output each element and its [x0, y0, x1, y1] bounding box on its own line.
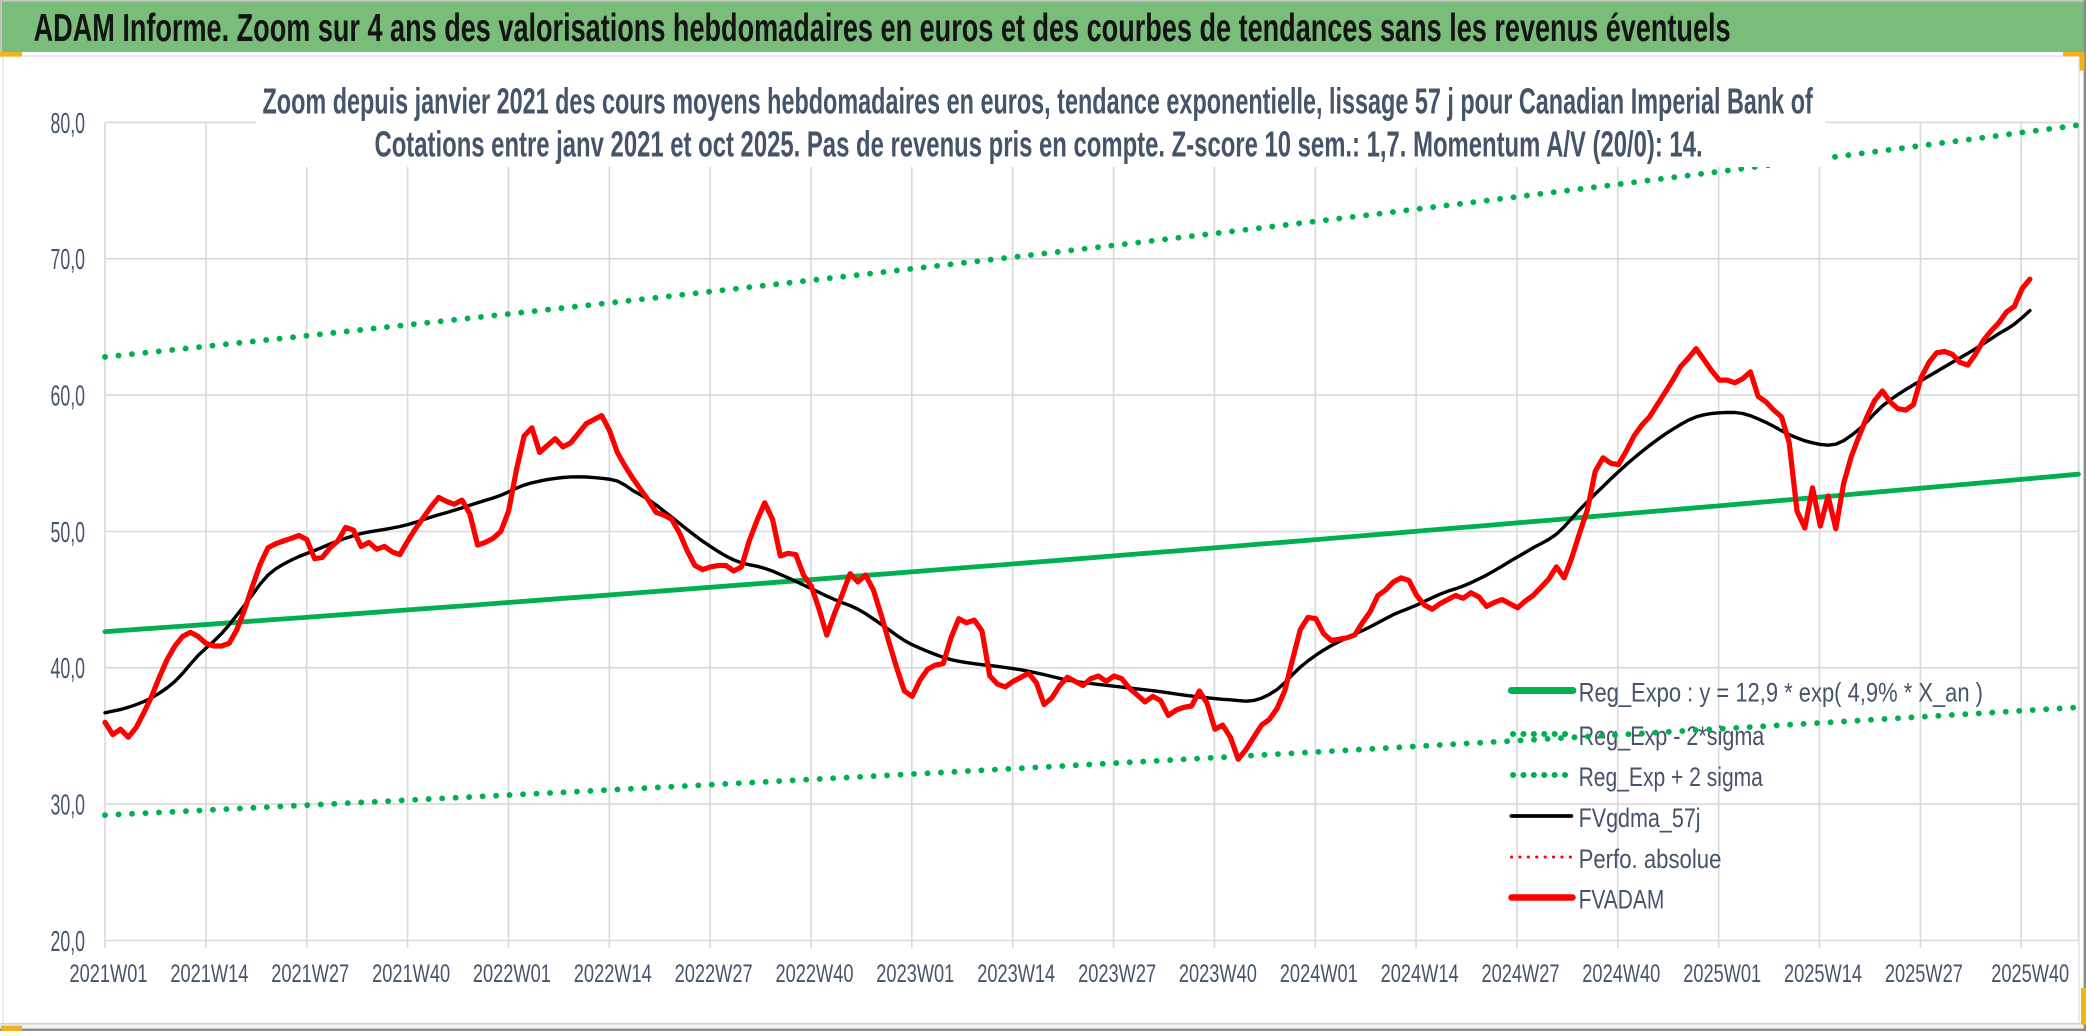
svg-text:Reg_Expo : y = 12,9 * exp( 4,9: Reg_Expo : y = 12,9 * exp( 4,9% * X_an ) [1579, 678, 1983, 708]
svg-text:2021W01: 2021W01 [70, 960, 148, 988]
svg-text:2023W14: 2023W14 [977, 960, 1055, 988]
svg-text:30,0: 30,0 [51, 790, 86, 822]
svg-text:2024W01: 2024W01 [1280, 960, 1358, 988]
svg-text:Cotations entre janv 2021 et o: Cotations entre janv 2021 et oct 2025. P… [375, 124, 1703, 165]
svg-text:70,0: 70,0 [51, 244, 86, 276]
svg-text:2021W40: 2021W40 [372, 960, 450, 988]
svg-text:FVADAM: FVADAM [1579, 885, 1665, 915]
svg-text:Perfo. absolue: Perfo. absolue [1579, 844, 1722, 874]
svg-text:2021W27: 2021W27 [271, 960, 349, 988]
svg-text:2022W01: 2022W01 [473, 960, 551, 988]
svg-text:2023W40: 2023W40 [1179, 960, 1257, 988]
svg-text:2024W27: 2024W27 [1482, 960, 1560, 988]
svg-text:2024W40: 2024W40 [1582, 960, 1660, 988]
svg-text:60,0: 60,0 [51, 381, 86, 413]
svg-text:2025W14: 2025W14 [1784, 960, 1862, 988]
svg-text:2025W01: 2025W01 [1683, 960, 1761, 988]
svg-text:2023W27: 2023W27 [1078, 960, 1156, 988]
svg-text:2025W40: 2025W40 [1991, 960, 2069, 988]
svg-text:2022W40: 2022W40 [776, 960, 854, 988]
svg-text:FVgdma_57j: FVgdma_57j [1579, 803, 1701, 833]
svg-text:2021W14: 2021W14 [170, 960, 248, 988]
svg-text:40,0: 40,0 [51, 653, 86, 685]
svg-text:2022W27: 2022W27 [675, 960, 753, 988]
svg-text:2023W01: 2023W01 [876, 960, 954, 988]
svg-text:ADAM Informe. Zoom sur 4 ans d: ADAM Informe. Zoom sur 4 ans des valoris… [34, 7, 1731, 50]
svg-text:2022W14: 2022W14 [574, 960, 652, 988]
svg-text:Zoom depuis janvier 2021 des c: Zoom depuis janvier 2021 des cours moyen… [263, 81, 1814, 122]
svg-text:80,0: 80,0 [51, 108, 86, 140]
svg-text:2024W14: 2024W14 [1381, 960, 1459, 988]
svg-text:2025W27: 2025W27 [1885, 960, 1963, 988]
svg-text:20,0: 20,0 [51, 926, 86, 958]
svg-text:50,0: 50,0 [51, 517, 86, 549]
svg-text:Reg_Exp + 2 sigma: Reg_Exp + 2 sigma [1579, 762, 1764, 792]
